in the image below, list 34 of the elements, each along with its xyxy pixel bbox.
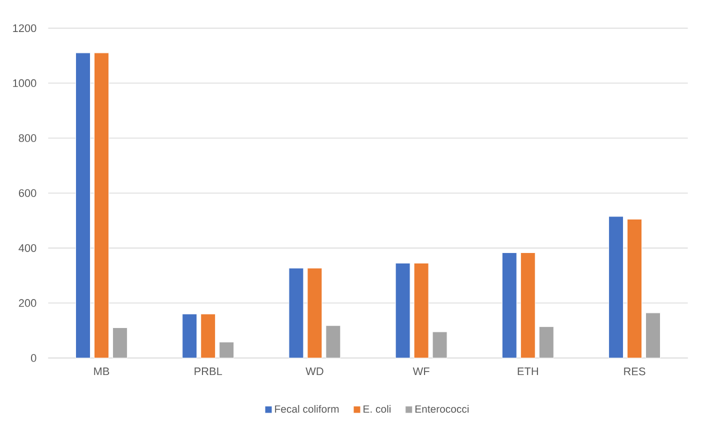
x-tick-label: WD xyxy=(306,367,324,375)
bar xyxy=(502,252,517,358)
bar xyxy=(414,262,429,358)
bar xyxy=(219,342,234,358)
bar xyxy=(395,262,410,358)
x-tick-label: MB xyxy=(94,367,110,375)
bar xyxy=(538,326,554,358)
legend-label: Enterococci xyxy=(415,404,469,413)
x-tick-label: PRBL xyxy=(194,367,222,375)
bar xyxy=(646,312,660,358)
bar xyxy=(432,332,448,358)
bar xyxy=(307,268,322,358)
y-tick-label: 1000 xyxy=(13,79,36,87)
y-tick-label: 0 xyxy=(30,354,36,362)
legend-label: E. coli xyxy=(364,404,390,413)
bar xyxy=(200,314,216,358)
bar xyxy=(608,216,624,358)
y-tick-label: 400 xyxy=(18,244,36,252)
bar xyxy=(520,252,536,358)
bar xyxy=(94,52,109,358)
y-tick-label: 800 xyxy=(18,134,36,142)
bar xyxy=(75,52,90,358)
bar xyxy=(627,218,642,358)
bar xyxy=(112,327,128,358)
x-tick-label: ETH xyxy=(518,367,538,375)
bar xyxy=(182,314,198,358)
y-tick-label: 600 xyxy=(18,189,36,197)
y-tick-label: 1200 xyxy=(13,24,36,32)
legend-label: Fecal coliform xyxy=(275,404,339,413)
bar xyxy=(288,268,304,358)
x-tick-label: WF xyxy=(412,367,430,375)
x-tick-label: RES xyxy=(624,367,646,376)
y-tick-label: 200 xyxy=(18,299,36,307)
bar xyxy=(326,325,341,358)
